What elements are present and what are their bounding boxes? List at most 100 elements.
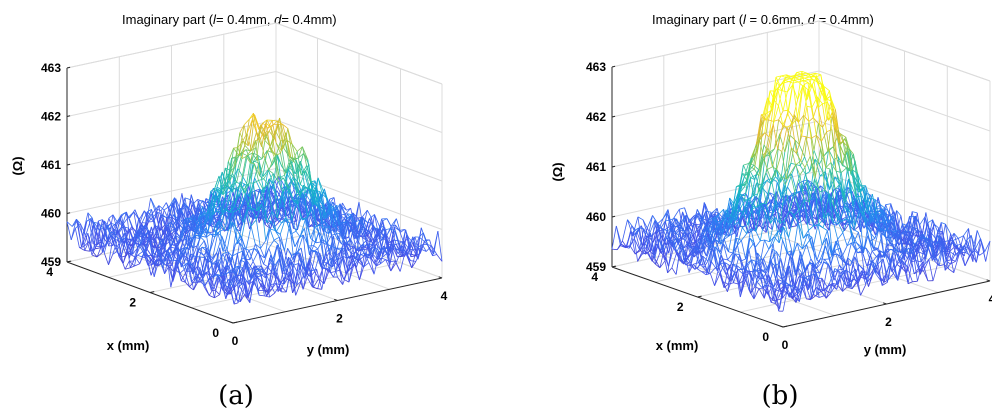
mesh-segment bbox=[662, 228, 668, 232]
mesh-segment bbox=[293, 237, 300, 262]
mesh-segment bbox=[410, 260, 416, 262]
mesh-segment bbox=[312, 268, 317, 288]
mesh-segment bbox=[274, 181, 281, 193]
mesh-segment bbox=[175, 235, 181, 239]
x-tick-label: 4 bbox=[46, 265, 53, 279]
mesh-segment bbox=[224, 265, 230, 268]
mesh-segment bbox=[151, 259, 157, 265]
mesh-segment bbox=[338, 264, 344, 285]
mesh-segment bbox=[287, 188, 293, 220]
mesh-segment bbox=[95, 230, 101, 248]
mesh-segment bbox=[83, 241, 90, 248]
mesh-segment bbox=[346, 255, 352, 259]
mesh-segment bbox=[87, 233, 93, 256]
mesh-segment bbox=[256, 276, 263, 283]
x-tick-label: 0 bbox=[212, 326, 219, 340]
mesh-segment bbox=[431, 245, 438, 255]
mesh-segment bbox=[273, 120, 278, 125]
mesh-segment bbox=[666, 230, 673, 248]
mesh-segment bbox=[321, 220, 327, 245]
mesh-segment bbox=[130, 265, 135, 269]
mesh-segment bbox=[199, 204, 205, 208]
mesh-segment bbox=[103, 232, 110, 254]
mesh-segment bbox=[325, 246, 332, 253]
mesh-segment bbox=[182, 246, 188, 256]
mesh-segment bbox=[91, 217, 98, 245]
mesh-segment bbox=[346, 215, 351, 221]
mesh-segment bbox=[277, 181, 283, 192]
mesh-segment bbox=[190, 253, 196, 281]
mesh-segment bbox=[141, 256, 148, 259]
mesh-segment bbox=[159, 224, 166, 232]
mesh-segment bbox=[242, 155, 248, 178]
y-tick-label: 0 bbox=[232, 334, 239, 348]
mesh-segment bbox=[235, 203, 242, 210]
mesh-segment bbox=[390, 260, 396, 272]
mesh-segment bbox=[271, 211, 278, 219]
mesh-segment bbox=[712, 207, 718, 213]
mesh-segment bbox=[216, 273, 222, 276]
mesh-segment bbox=[680, 237, 687, 242]
mesh-segment bbox=[251, 204, 257, 213]
mesh-segment bbox=[344, 247, 351, 270]
mesh-segment bbox=[158, 205, 165, 211]
mesh-segment bbox=[184, 247, 189, 263]
mesh-segment bbox=[280, 275, 286, 292]
mesh-segment bbox=[191, 245, 198, 260]
mesh-segment bbox=[157, 238, 163, 249]
mesh-segment bbox=[213, 175, 220, 192]
mesh-segment bbox=[297, 234, 304, 252]
mesh-segment bbox=[292, 273, 299, 293]
mesh-segment bbox=[137, 223, 143, 245]
mesh-segment bbox=[142, 222, 147, 224]
mesh-segment bbox=[211, 215, 217, 235]
mesh-segment bbox=[234, 205, 239, 210]
mesh-segment bbox=[261, 150, 268, 160]
mesh-segment bbox=[642, 235, 649, 251]
mesh-segment bbox=[288, 256, 295, 266]
mesh-segment bbox=[331, 246, 337, 249]
mesh-segment bbox=[345, 216, 350, 219]
mesh-segment bbox=[202, 246, 207, 249]
mesh-segment bbox=[166, 233, 172, 248]
mesh-segment bbox=[398, 243, 405, 257]
mesh-segment bbox=[86, 218, 92, 222]
mesh-segment bbox=[276, 190, 282, 200]
mesh-segment bbox=[380, 247, 385, 264]
mesh-segment bbox=[271, 211, 277, 232]
mesh-segment bbox=[314, 253, 321, 272]
mesh-segment bbox=[271, 275, 278, 290]
mesh-segment bbox=[401, 250, 407, 256]
mesh-segment bbox=[222, 251, 229, 255]
mesh-segment bbox=[308, 188, 314, 191]
mesh-segment bbox=[645, 246, 652, 260]
mesh-segment bbox=[174, 235, 180, 252]
mesh-segment bbox=[243, 182, 250, 190]
mesh-segment bbox=[337, 276, 344, 285]
mesh-segment bbox=[158, 238, 163, 266]
mesh-segment bbox=[395, 250, 402, 263]
mesh-segment bbox=[258, 128, 265, 138]
mesh-segment bbox=[195, 256, 202, 277]
mesh-segment bbox=[190, 218, 196, 220]
mesh-segment bbox=[237, 153, 243, 169]
mesh-segment bbox=[296, 201, 302, 219]
mesh-segment bbox=[353, 263, 360, 281]
mesh-segment bbox=[269, 292, 276, 298]
mesh-segment bbox=[334, 251, 339, 265]
mesh-segment bbox=[679, 215, 686, 225]
mesh-segment bbox=[83, 232, 89, 247]
mesh-segment bbox=[169, 249, 176, 253]
mesh-segment bbox=[627, 219, 634, 236]
mesh-segment bbox=[240, 193, 246, 210]
mesh-segment bbox=[274, 284, 281, 294]
mesh-segment bbox=[637, 254, 643, 262]
mesh-segment bbox=[245, 249, 251, 260]
mesh-segment bbox=[149, 216, 154, 222]
title-l-value: = 0.4mm, bbox=[216, 12, 274, 27]
mesh-segment bbox=[252, 208, 258, 212]
mesh-segment bbox=[99, 227, 104, 231]
mesh-segment bbox=[628, 231, 634, 249]
mesh-segment bbox=[652, 225, 659, 255]
mesh-segment bbox=[239, 200, 245, 231]
